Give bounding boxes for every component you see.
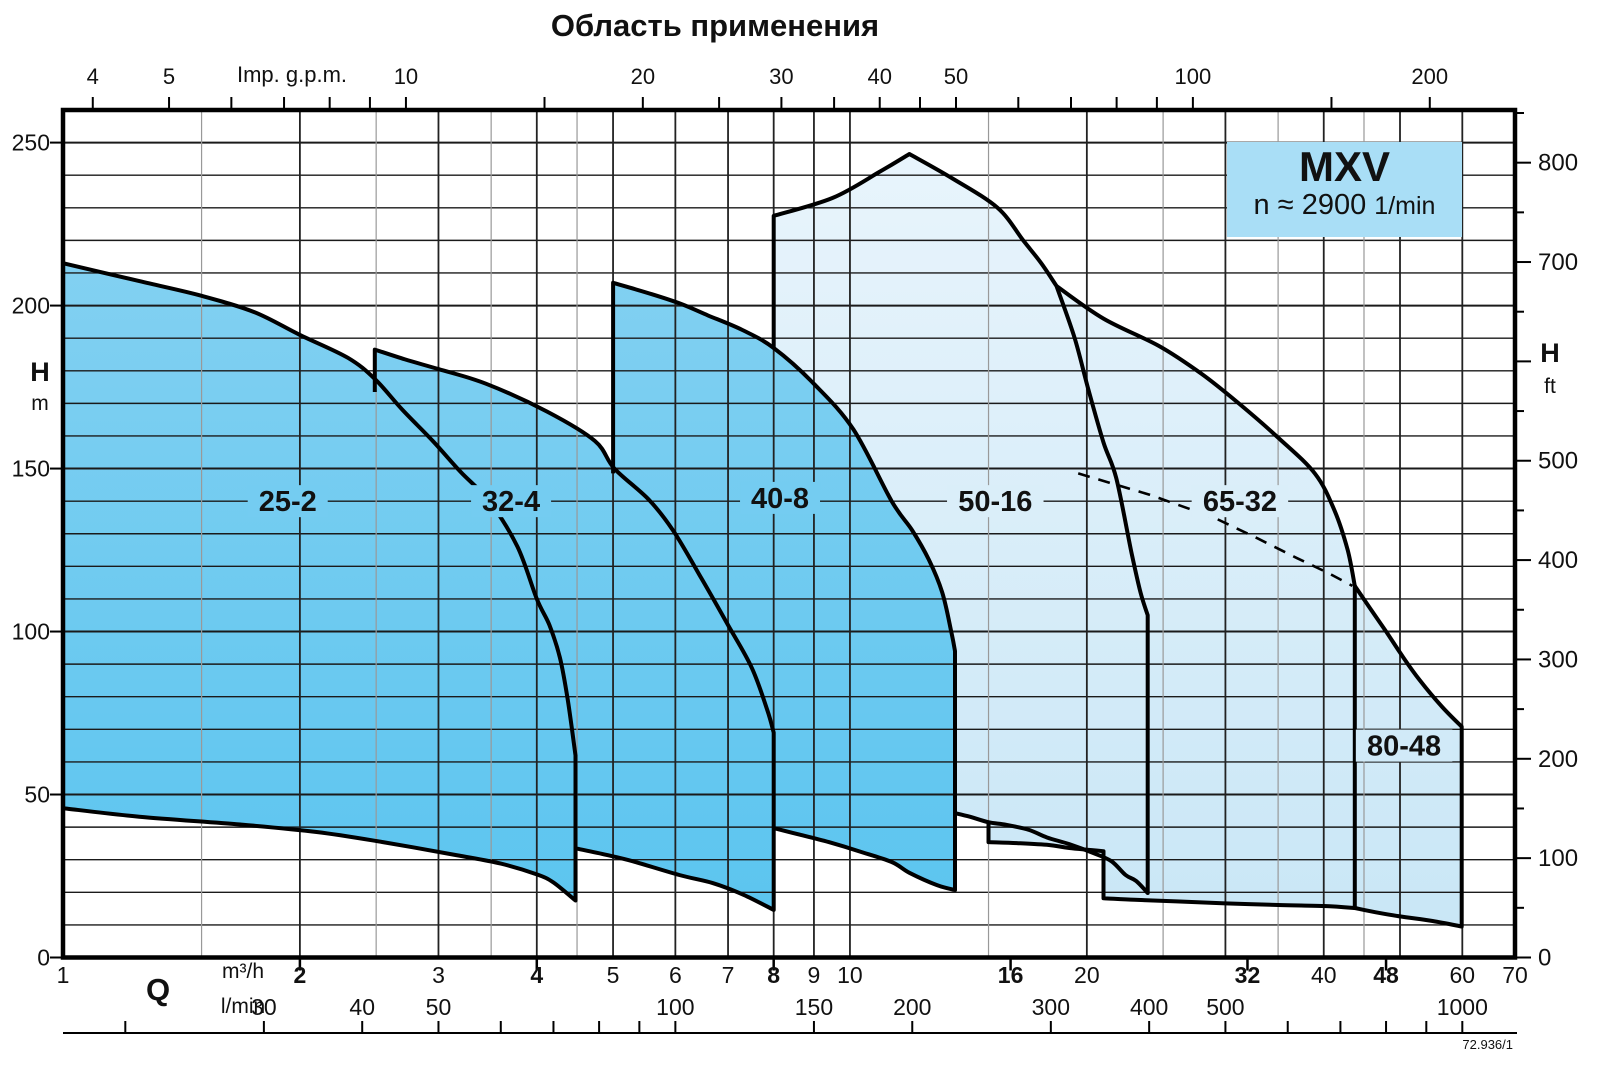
right-tick-label: 800 [1538,150,1578,177]
region-label-80-48: 80-48 [1367,731,1441,763]
bottom-m3h-label: 5 [607,962,620,988]
lmin-label: 150 [795,994,833,1020]
legend-model-name: MXV [1298,143,1390,190]
bottom-m3h-label: 6 [669,962,682,988]
left-tick-label: 150 [12,456,50,482]
left-tick-label: 50 [24,782,50,808]
bottom-axis-lmin: 30 40 50 100 150 200 300 400 500 1000 [63,994,1517,1034]
legend-speed: n ≈ 2900 1/min [1227,190,1462,221]
top-tick-label: 30 [769,64,793,89]
region-label-40-8: 40-8 [751,483,809,515]
bottom-m3h-label: 9 [808,962,821,988]
right-tick-label: 0 [1538,945,1551,972]
left-tick-label: 250 [12,130,50,156]
bottom-m3h-label: 4 [530,962,543,988]
bottom-m3h-label: 40 [1311,962,1337,988]
legend-box: MXV n ≈ 2900 1/min [1227,142,1462,237]
lmin-label: 300 [1032,994,1070,1020]
region-label-32-4: 32-4 [482,486,540,518]
top-tick-label: 20 [631,64,655,89]
bottom-m3h-label: 32 [1235,962,1261,988]
bottom-m3h-label: 10 [837,962,863,988]
region-outline-40-8 [611,280,957,892]
left-axis: 250 200 150 100 50 0 [12,130,63,971]
bottom-m3h-label: 70 [1502,962,1528,988]
region-fills-layer [63,154,1462,927]
top-axis: 4 5 10 20 30 40 50 100 200 [87,64,1448,110]
right-axis-title: H [1540,338,1560,368]
legend-speed-value: n ≈ 2900 [1253,189,1367,221]
right-tick-label: 500 [1538,448,1578,475]
top-tick-label: 50 [944,64,968,89]
top-tick-label: 100 [1175,64,1212,89]
right-axis-unit: ft [1544,375,1556,398]
lmin-label: 1000 [1437,994,1488,1020]
region-outlines-layer [61,152,1464,929]
bottom-m3h-label: 48 [1373,962,1399,988]
left-tick-label: 0 [37,945,50,971]
region-outline-25-2 [61,261,578,903]
bottom-m3h-label: 20 [1074,962,1100,988]
drawing-number: 72.936/1 [1462,1037,1513,1052]
right-tick-label: 200 [1538,746,1578,773]
region-labels-layer: 65-32 80-48 50-16 40-8 32-4 25-2 [247,481,1453,763]
region-outline-80-48 [1353,584,1464,929]
lmin-label: 400 [1130,994,1168,1020]
bottom-m3h-label: 7 [722,962,735,988]
region-label-65-32: 65-32 [1203,486,1277,518]
lmin-label: 100 [656,994,694,1020]
right-tick-label: 400 [1538,547,1578,574]
region-label-50-16: 50-16 [958,486,1032,518]
right-tick-label: 300 [1538,646,1578,673]
right-tick-label: 100 [1538,845,1578,872]
grid-layer [63,110,1515,958]
region-label-patch-40-8 [740,481,821,514]
bottom-m3h-label: 60 [1450,962,1476,988]
region-label-patch-65-32 [1191,485,1289,518]
top-tick-label: 40 [867,64,891,89]
region-label-patch-80-48 [1355,729,1453,762]
lmin-label: 40 [349,994,375,1020]
hidden-boundary-dashed-line [1077,472,1354,588]
bottom-m3h-label: 16 [998,962,1024,988]
page-title: Область применения [550,8,880,43]
bottom-m3h-label: 1 [57,962,70,988]
left-tick-label: 200 [12,293,50,319]
region-label-patch-25-2 [247,485,328,518]
region-outline-32-4 [372,347,776,912]
region-outline-65-32 [986,284,1357,910]
bottom-m3h-label: 2 [293,962,306,988]
top-tick-label: 4 [87,64,99,89]
lmin-label: 200 [893,994,931,1020]
lmin-label: 500 [1206,994,1244,1020]
region-label-patch-32-4 [471,485,552,518]
right-tick-label: 700 [1538,249,1578,276]
bottom-axis-m3h: 1 2 3 4 5 6 7 8 9 10 16 20 32 40 48 60 70 [57,957,1528,988]
bottom-axis-unit-m3h: m³/h [222,960,264,983]
region-fill-25-2 [63,263,576,901]
bottom-m3h-label: 8 [767,962,780,988]
right-axis: 800 700 500 400 300 200 100 0 [1515,111,1578,972]
region-label-patch-50-16 [947,485,1044,518]
left-axis-unit: m [31,392,49,415]
region-outline-50-16 [771,152,1150,895]
top-tick-label: 5 [163,64,175,89]
lmin-label: 30 [251,994,277,1020]
bottom-m3h-label: 3 [432,962,445,988]
top-tick-label: 10 [394,64,418,89]
bottom-axis-unit-lmin: l/min [220,995,266,1018]
lmin-label: 50 [426,994,452,1020]
left-tick-label: 100 [12,619,50,645]
bottom-axis-title: Q [145,972,171,1007]
left-axis-title: H [30,357,50,387]
top-axis-unit-label: Imp. g.p.m. [236,62,348,87]
plot-border [60,107,1518,960]
region-label-25-2: 25-2 [259,486,317,518]
top-tick-label: 200 [1411,64,1448,89]
legend-speed-unit: 1/min [1374,192,1436,220]
